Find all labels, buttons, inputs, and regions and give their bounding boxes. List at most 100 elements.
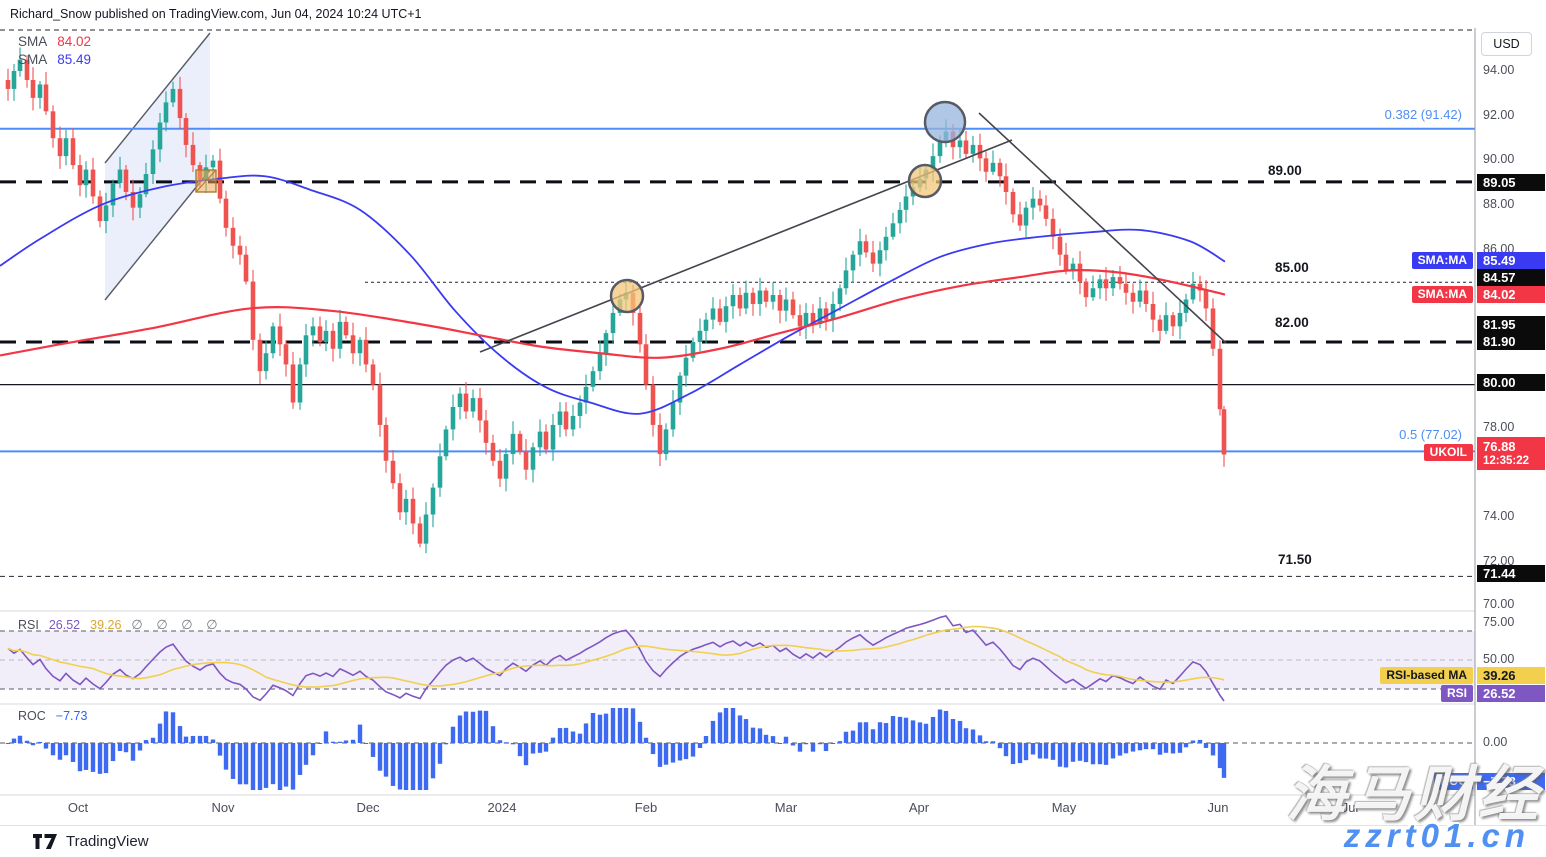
roc-bar [497,740,503,743]
sma-legend-row[interactable]: SMA 84.02 [18,33,91,51]
rsi-ma-legend-value: 39.26 [90,618,122,632]
marker-circle[interactable] [609,278,645,314]
candle-body [250,281,256,340]
roc-bar [657,743,663,767]
marker-circle[interactable] [923,100,967,144]
roc-legend[interactable]: ROC −7.73 [18,709,87,723]
candle-body [1043,205,1049,219]
candle-body [517,433,523,452]
rsi-line[interactable] [7,615,1225,702]
sma-fast-line[interactable] [0,174,1226,415]
rsi-ma-line[interactable] [7,625,1225,688]
price-axis-tick: 92.00 [1483,108,1515,122]
candle-body [317,326,323,343]
candle-body [483,420,489,443]
roc-bar [1210,743,1216,756]
roc-bar [24,740,30,743]
roc-bar [890,716,896,743]
candle-body [823,308,829,320]
roc-bar [17,735,23,743]
candle-body [117,169,123,183]
candle-body [190,144,196,166]
roc-bar [550,737,556,743]
roc-bar [43,743,49,749]
roc-bar [90,743,96,772]
rising-channel-fill[interactable] [105,33,210,300]
candle-body [1177,312,1183,327]
roc-bar [537,743,543,753]
roc-bar [343,740,349,743]
sma-slow-legend-value: 84.02 [57,34,92,49]
roc-bar [770,736,776,743]
price-axis-tick: 78.00 [1483,420,1515,434]
candle-body [1037,198,1043,206]
candle-body [330,330,336,349]
candle-body [90,169,96,197]
axis-badge-71.44: 71.44 [1477,565,1545,582]
roc-bar [257,743,263,790]
roc-bar [1203,743,1209,748]
candle-body [1197,283,1203,291]
candle-body [310,326,316,336]
roc-bar [297,743,303,775]
channel-trendline[interactable] [104,32,211,164]
candle-body [363,339,369,365]
candle-body [1010,191,1016,215]
axis-tag-SMA:MA: SMA:MA [1411,252,1473,269]
candle-body [757,290,763,304]
candle-body [383,424,389,461]
candle-body [1050,218,1056,237]
candle-body [1110,277,1116,289]
candle-body [1221,409,1227,455]
candle-body [903,196,909,210]
roc-bar [563,727,569,743]
candle-body [690,342,696,358]
candle-body [457,393,463,407]
tradingview-logo-icon[interactable] [33,834,57,849]
trendline[interactable] [978,112,1227,344]
tradingview-brand[interactable]: TradingView [66,833,149,850]
roc-bar [510,743,516,745]
roc-bar [63,743,69,756]
roc-bar [203,735,209,743]
candle-body [150,149,156,175]
candle-body [857,241,863,255]
roc-bar [137,743,143,751]
roc-bar [990,741,996,743]
candle-body [570,415,576,430]
sma-slow-line[interactable] [0,269,1226,359]
roc-bar [983,741,989,743]
candle-body [397,483,403,513]
roc-bar [837,741,843,743]
candle-body [270,326,276,354]
roc-bar [243,743,249,785]
roc-bar [423,743,429,790]
channel-trendline[interactable] [104,169,211,301]
candle-body [263,353,269,372]
roc-bar [277,743,283,790]
candle-body [583,386,589,403]
currency-button[interactable]: USD [1481,32,1532,56]
candle-body [677,375,683,403]
price-axis-tick: 90.00 [1483,152,1515,166]
axis-badge-89.05: 89.05 [1477,174,1545,191]
rsi-legend[interactable]: RSI 26.52 39.26 ∅ ∅ ∅ ∅ [18,617,223,633]
rsi-legend-label: RSI [18,618,39,632]
roc-bar [1123,743,1129,754]
time-axis-label-Jun: Jun [1207,800,1229,815]
roc-bar [850,730,856,743]
roc-bar [83,743,89,770]
countdown-timer: 12:35:22 [1483,455,1530,467]
roc-bar [270,743,276,785]
publish-header: Richard_Snow published on TradingView.co… [10,7,422,21]
sma-legend-row[interactable]: SMA 85.49 [18,51,91,69]
roc-bar [543,743,549,752]
candle-body [1130,292,1136,302]
roc-bar [1217,743,1223,769]
time-axis-label-Apr: Apr [908,800,930,815]
marker-circle[interactable] [907,163,943,199]
fib-label: 0.382 (91.42) [1384,107,1462,122]
candle-body [1203,290,1209,309]
candle-body [557,411,563,425]
